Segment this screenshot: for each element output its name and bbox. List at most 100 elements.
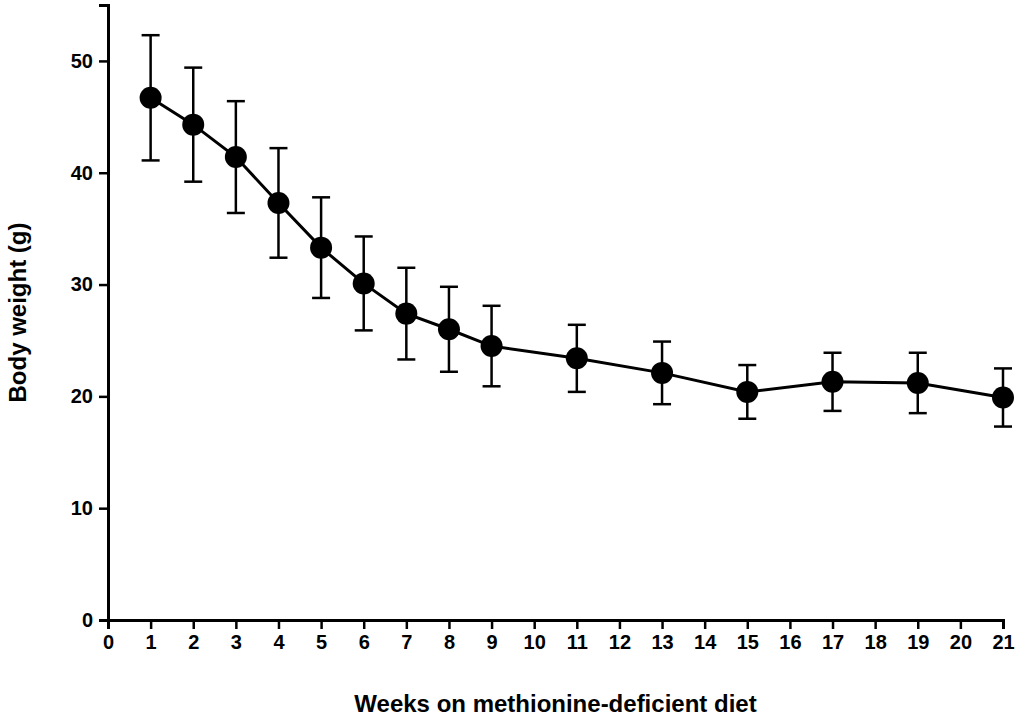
x-tick-label: 16 xyxy=(779,631,801,653)
error-bar-cap xyxy=(824,410,842,413)
x-tick: 3 xyxy=(231,620,242,653)
x-tick-mark xyxy=(278,620,281,629)
x-tick: 19 xyxy=(907,620,929,653)
x-tick: 10 xyxy=(524,620,546,653)
data-point xyxy=(907,372,929,394)
x-tick-label: 12 xyxy=(609,631,631,653)
error-bar-cap xyxy=(483,305,501,308)
data-point xyxy=(353,272,375,294)
x-tick-mark xyxy=(235,620,238,629)
x-tick-mark xyxy=(533,620,536,629)
x-tick: 21 xyxy=(992,620,1014,653)
error-bar-cap xyxy=(355,235,373,238)
data-point xyxy=(438,318,460,340)
x-tick-mark xyxy=(661,620,664,629)
y-tick-label: 0 xyxy=(82,609,93,631)
y-tick: 40 xyxy=(71,162,108,184)
x-tick: 16 xyxy=(779,620,801,653)
x-tick: 4 xyxy=(273,620,285,653)
chart: 0123456789101112131415161718192021010203… xyxy=(0,0,1020,727)
data-point xyxy=(651,362,673,384)
x-tick: 2 xyxy=(188,620,199,653)
x-tick-label: 17 xyxy=(822,631,844,653)
x-tick-label: 20 xyxy=(950,631,972,653)
y-tick: 20 xyxy=(71,385,108,407)
x-tick-mark xyxy=(406,620,409,629)
x-tick-label: 7 xyxy=(401,631,412,653)
x-tick: 14 xyxy=(694,620,717,653)
x-tick-label: 5 xyxy=(316,631,327,653)
x-tick: 6 xyxy=(359,620,370,653)
x-tick-mark xyxy=(960,620,963,629)
data-point xyxy=(566,347,588,369)
error-bar-cap xyxy=(312,196,330,199)
error-bar-cap xyxy=(483,385,501,388)
x-tick-mark xyxy=(320,620,323,629)
x-tick-mark xyxy=(192,620,195,629)
x-tick: 5 xyxy=(316,620,327,653)
y-tick: 0 xyxy=(82,609,108,631)
x-tick-label: 3 xyxy=(231,631,242,653)
error-bar-cap xyxy=(738,364,756,367)
x-tick-mark xyxy=(448,620,451,629)
x-tick: 17 xyxy=(822,620,844,653)
data-point xyxy=(140,87,162,109)
y-tick-label: 40 xyxy=(71,162,93,184)
x-tick-label: 0 xyxy=(103,631,114,653)
x-tick-mark xyxy=(619,620,622,629)
x-tick: 9 xyxy=(487,620,498,653)
x-tick-label: 14 xyxy=(694,631,717,653)
x-axis-line xyxy=(109,621,1004,630)
y-tick-label: 30 xyxy=(71,273,93,295)
error-bar-cap xyxy=(738,417,756,420)
x-tick-mark xyxy=(150,620,153,629)
x-tick-label: 10 xyxy=(524,631,546,653)
error-bar-cap xyxy=(227,100,245,103)
error-bar-cap xyxy=(653,403,671,406)
y-axis-line xyxy=(99,6,109,621)
x-tick-label: 13 xyxy=(651,631,673,653)
error-bar-cap xyxy=(653,340,671,343)
x-tick-mark xyxy=(747,620,750,629)
error-bar-cap xyxy=(269,256,287,259)
error-bar-cap xyxy=(909,412,927,415)
error-bar-cap xyxy=(909,352,927,355)
y-tick: 10 xyxy=(71,497,108,519)
data-point xyxy=(481,335,503,357)
x-tick-mark xyxy=(874,620,877,629)
x-tick-label: 18 xyxy=(865,631,887,653)
data-point xyxy=(182,114,204,136)
x-tick: 20 xyxy=(950,620,972,653)
x-tick-label: 19 xyxy=(907,631,929,653)
x-tick-label: 6 xyxy=(359,631,370,653)
data-point xyxy=(225,146,247,168)
data-point xyxy=(992,386,1014,408)
error-bar-cap xyxy=(440,286,458,289)
x-tick: 11 xyxy=(567,620,588,653)
error-bar-cap xyxy=(142,159,160,162)
x-tick: 7 xyxy=(401,620,412,653)
y-tick-label: 50 xyxy=(71,50,93,72)
x-tick-mark xyxy=(576,620,579,629)
x-tick: 13 xyxy=(651,620,673,653)
x-tick-mark xyxy=(363,620,366,629)
x-tick-mark xyxy=(917,620,920,629)
x-tick: 8 xyxy=(444,620,455,653)
x-tick-label: 1 xyxy=(146,631,157,653)
y-tick-mark xyxy=(99,507,108,510)
x-tick-label: 11 xyxy=(567,631,588,653)
x-tick-label: 8 xyxy=(444,631,455,653)
x-tick: 18 xyxy=(865,620,887,653)
x-axis-title: Weeks on methionine-deficient diet xyxy=(354,690,756,717)
y-tick: 30 xyxy=(71,273,108,295)
x-tick-mark xyxy=(491,620,494,629)
x-tick: 15 xyxy=(737,620,759,653)
error-bar-cap xyxy=(227,212,245,215)
x-tick-label: 4 xyxy=(273,631,285,653)
y-axis: 0 10 20 30 40 50 xyxy=(71,6,109,631)
y-tick: 50 xyxy=(71,50,108,72)
x-tick: 12 xyxy=(609,620,631,653)
y-tick-mark xyxy=(99,172,108,175)
y-axis-title: Body weight (g) xyxy=(4,223,31,403)
x-tick-mark xyxy=(704,620,707,629)
